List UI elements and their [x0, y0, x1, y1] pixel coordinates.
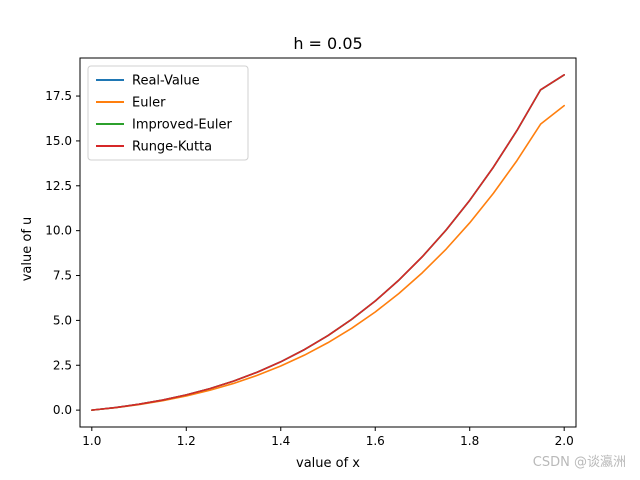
x-tick-label: 1.2 — [177, 434, 196, 448]
axes: 1.0 1.2 1.4 1.6 1.8 2.0 0.0 2.5 5.0 7.5 10.0 12.5 15… — [45, 57, 577, 448]
y-tick-label: 5.0 — [53, 313, 72, 327]
watermark: CSDN @谈瀛洲 — [532, 455, 626, 470]
y-tick-label: 10.0 — [45, 224, 72, 238]
y-tick-label: 12.5 — [45, 179, 72, 193]
legend-label: Real-Value — [132, 74, 200, 89]
x-tick-label: 1.0 — [82, 434, 101, 448]
x-tick-label: 2.0 — [555, 434, 574, 448]
x-tick-label: 1.4 — [271, 434, 290, 448]
y-tick-label: 0.0 — [53, 403, 72, 417]
series-line-runge-kutta — [91, 74, 565, 411]
legend: Real-Value Euler Improved-Euler Runge-Kutta — [87, 65, 249, 161]
series-lines — [91, 74, 565, 411]
chart-title: h = 0.05 — [293, 34, 362, 53]
legend-box — [87, 65, 249, 161]
x-axis-label: value of x — [296, 456, 360, 471]
legend-label: Improved-Euler — [132, 118, 232, 133]
y-tick-label: 15.0 — [45, 134, 72, 148]
x-tick-label: 1.6 — [366, 434, 385, 448]
legend-label: Euler — [132, 96, 166, 111]
plot-frame — [79, 57, 577, 428]
y-axis-label: value of u — [20, 217, 35, 282]
y-tick-label: 2.5 — [53, 358, 72, 372]
y-tick-label: 17.5 — [45, 89, 72, 103]
x-tick-label: 1.8 — [460, 434, 479, 448]
y-tick-label: 7.5 — [53, 269, 72, 283]
legend-label: Runge-Kutta — [132, 140, 212, 155]
